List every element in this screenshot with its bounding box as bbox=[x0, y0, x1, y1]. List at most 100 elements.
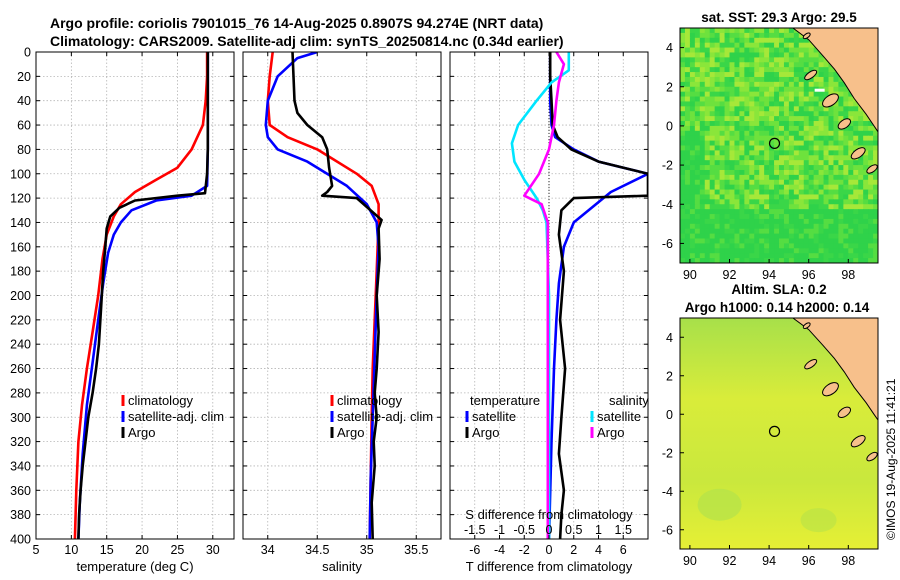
sst-cell bbox=[709, 165, 716, 171]
sst-cell bbox=[783, 199, 790, 205]
sst-cell bbox=[724, 204, 731, 210]
sst-cell bbox=[848, 189, 854, 196]
x-tick-label: -6 bbox=[469, 543, 480, 557]
sst-cell bbox=[779, 258, 785, 263]
sst-cell bbox=[749, 96, 755, 103]
sst-cell bbox=[734, 228, 740, 235]
sst-cell bbox=[833, 169, 839, 176]
sst-cell bbox=[704, 199, 711, 205]
sst-cell bbox=[793, 42, 800, 49]
sst-cell bbox=[848, 233, 854, 240]
sst-cell bbox=[833, 111, 839, 117]
sst-cell bbox=[744, 218, 750, 225]
sst-cell bbox=[779, 150, 785, 156]
sst-cell bbox=[724, 28, 731, 34]
sst-cell bbox=[853, 214, 859, 220]
sst-cell bbox=[808, 76, 815, 83]
sst-cell bbox=[729, 145, 736, 151]
sst-cell bbox=[694, 28, 701, 34]
sst-cell bbox=[754, 155, 760, 161]
sst-cell bbox=[823, 135, 830, 142]
sst-cell bbox=[808, 189, 815, 196]
sst-cell bbox=[729, 121, 736, 127]
sst-cell bbox=[823, 62, 830, 68]
sst-cell bbox=[853, 233, 859, 240]
sst-cell bbox=[744, 204, 750, 210]
y-tick-label: 0 bbox=[666, 408, 673, 422]
sst-cell bbox=[808, 174, 815, 181]
sst-cell bbox=[724, 150, 731, 156]
sst-cell bbox=[709, 199, 716, 205]
sst-cell bbox=[818, 194, 825, 200]
sst-cell bbox=[714, 81, 721, 88]
sst-cell bbox=[774, 169, 780, 176]
sst-cell bbox=[734, 233, 740, 240]
sst-cell bbox=[868, 218, 874, 225]
sst-cell bbox=[818, 91, 825, 98]
sst-cell bbox=[719, 47, 726, 54]
sst-cell bbox=[709, 96, 716, 103]
sst-cell bbox=[774, 248, 780, 254]
sst-cell bbox=[779, 248, 785, 254]
sst-cell bbox=[709, 57, 716, 63]
sst-cell bbox=[714, 194, 721, 200]
sst-cell bbox=[719, 179, 726, 186]
x-axis-label: temperature (deg C) bbox=[76, 559, 193, 574]
sst-cell bbox=[714, 52, 721, 58]
sst-cell bbox=[833, 189, 839, 196]
sst-cell bbox=[764, 76, 770, 83]
sst-cell bbox=[684, 238, 691, 245]
sst-cell bbox=[783, 32, 790, 39]
sst-cell bbox=[868, 238, 874, 245]
sst-cell bbox=[803, 228, 810, 235]
sst-cell bbox=[769, 223, 775, 230]
sst-cell bbox=[828, 135, 835, 142]
sst-cell bbox=[694, 228, 701, 235]
sst-cell bbox=[793, 57, 800, 63]
sst-cell bbox=[779, 145, 785, 151]
sst-cell bbox=[798, 86, 805, 93]
sst-cell bbox=[873, 135, 878, 142]
sst-cell bbox=[699, 72, 706, 78]
sst-cell bbox=[699, 184, 706, 191]
y-tick-label: 220 bbox=[10, 313, 31, 327]
sst-cell bbox=[689, 214, 696, 220]
sst-cell bbox=[739, 223, 745, 230]
sst-cell bbox=[759, 248, 765, 254]
sst-cell bbox=[699, 116, 706, 122]
sst-cell bbox=[689, 81, 696, 88]
sst-cell bbox=[838, 140, 844, 147]
sst-cell bbox=[680, 130, 686, 137]
sst-cell bbox=[744, 140, 750, 147]
x-tick-label: 15 bbox=[100, 543, 114, 557]
sst-cell bbox=[798, 37, 805, 44]
sst-cell bbox=[699, 125, 706, 132]
sst-cell bbox=[684, 116, 691, 122]
sst-cell bbox=[749, 228, 755, 235]
sst-cell bbox=[734, 140, 740, 147]
sst-cell bbox=[808, 218, 815, 225]
sst-cell bbox=[724, 121, 731, 127]
sst-cell bbox=[779, 101, 785, 107]
sst-cell bbox=[774, 140, 780, 147]
sst-cell bbox=[838, 184, 844, 191]
sst-cell bbox=[719, 125, 726, 132]
sst-cell bbox=[744, 165, 750, 171]
sst-cell bbox=[813, 52, 820, 58]
sst-cell bbox=[808, 67, 815, 73]
sst-cell bbox=[764, 145, 770, 151]
sst-cell bbox=[754, 140, 760, 147]
sst-cell bbox=[694, 199, 701, 205]
sst-cell bbox=[709, 111, 716, 117]
sst-cell bbox=[684, 81, 691, 88]
sst-cell bbox=[803, 116, 810, 122]
sst-cell bbox=[783, 174, 790, 181]
sst-cell bbox=[818, 233, 825, 240]
sst-cell bbox=[769, 28, 775, 34]
y-tick-label: 0 bbox=[666, 119, 673, 133]
sst-cell bbox=[684, 204, 691, 210]
sst-cell bbox=[774, 57, 780, 63]
sst-cell bbox=[759, 184, 765, 191]
sst-cell bbox=[863, 135, 869, 142]
sst-cell bbox=[759, 223, 765, 230]
